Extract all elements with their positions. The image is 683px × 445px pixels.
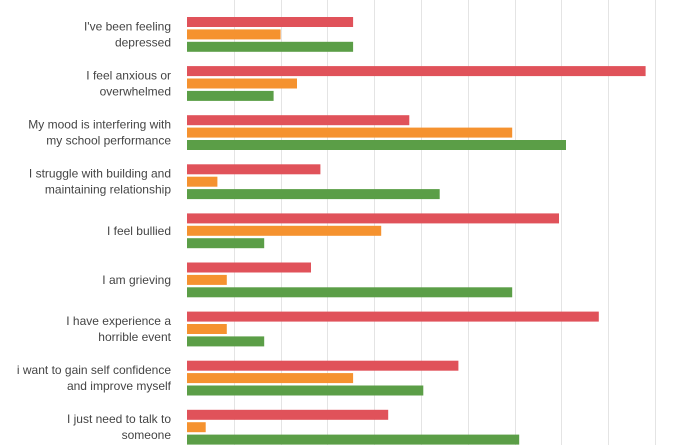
- bar: [187, 336, 265, 347]
- category-label: I just need to talk to someone: [67, 412, 171, 442]
- bar: [187, 140, 566, 150]
- bars: [187, 17, 646, 445]
- bar: [187, 262, 311, 273]
- bar: [187, 373, 354, 384]
- bar: [187, 225, 382, 236]
- bar: [187, 311, 599, 322]
- bar: [187, 127, 513, 138]
- bar: [187, 17, 354, 27]
- bar: [187, 78, 297, 89]
- bar: [187, 409, 389, 420]
- category-label: My mood is interfering with my school per…: [28, 118, 171, 148]
- bar: [187, 324, 227, 334]
- bar: [187, 115, 410, 126]
- bar: [187, 360, 459, 371]
- category-label: I am grieving: [102, 273, 171, 287]
- category-label: I've been feeling depressed: [84, 19, 171, 49]
- bar: [187, 164, 321, 175]
- bar: [187, 274, 227, 285]
- bar: [187, 90, 274, 101]
- bar: [187, 434, 520, 445]
- category-label: I have experience a horrible event: [66, 314, 171, 344]
- category-label: I struggle with building and maintaining …: [29, 167, 171, 197]
- bar: [187, 66, 646, 77]
- bar: [187, 29, 281, 40]
- bar: [187, 422, 206, 433]
- bar: [187, 287, 513, 298]
- category-label: I feel bullied: [107, 224, 171, 238]
- bar: [187, 238, 265, 249]
- bar: [187, 213, 559, 224]
- category-labels: I've been feeling depressed I feel anxious…: [17, 19, 172, 442]
- bar: [187, 176, 218, 187]
- bar: [187, 189, 440, 200]
- bar: [187, 385, 424, 396]
- bar: [187, 41, 354, 52]
- category-label: I feel anxious or overwhelmed: [86, 69, 171, 99]
- category-label: i want to gain self confidence and improv…: [17, 363, 172, 393]
